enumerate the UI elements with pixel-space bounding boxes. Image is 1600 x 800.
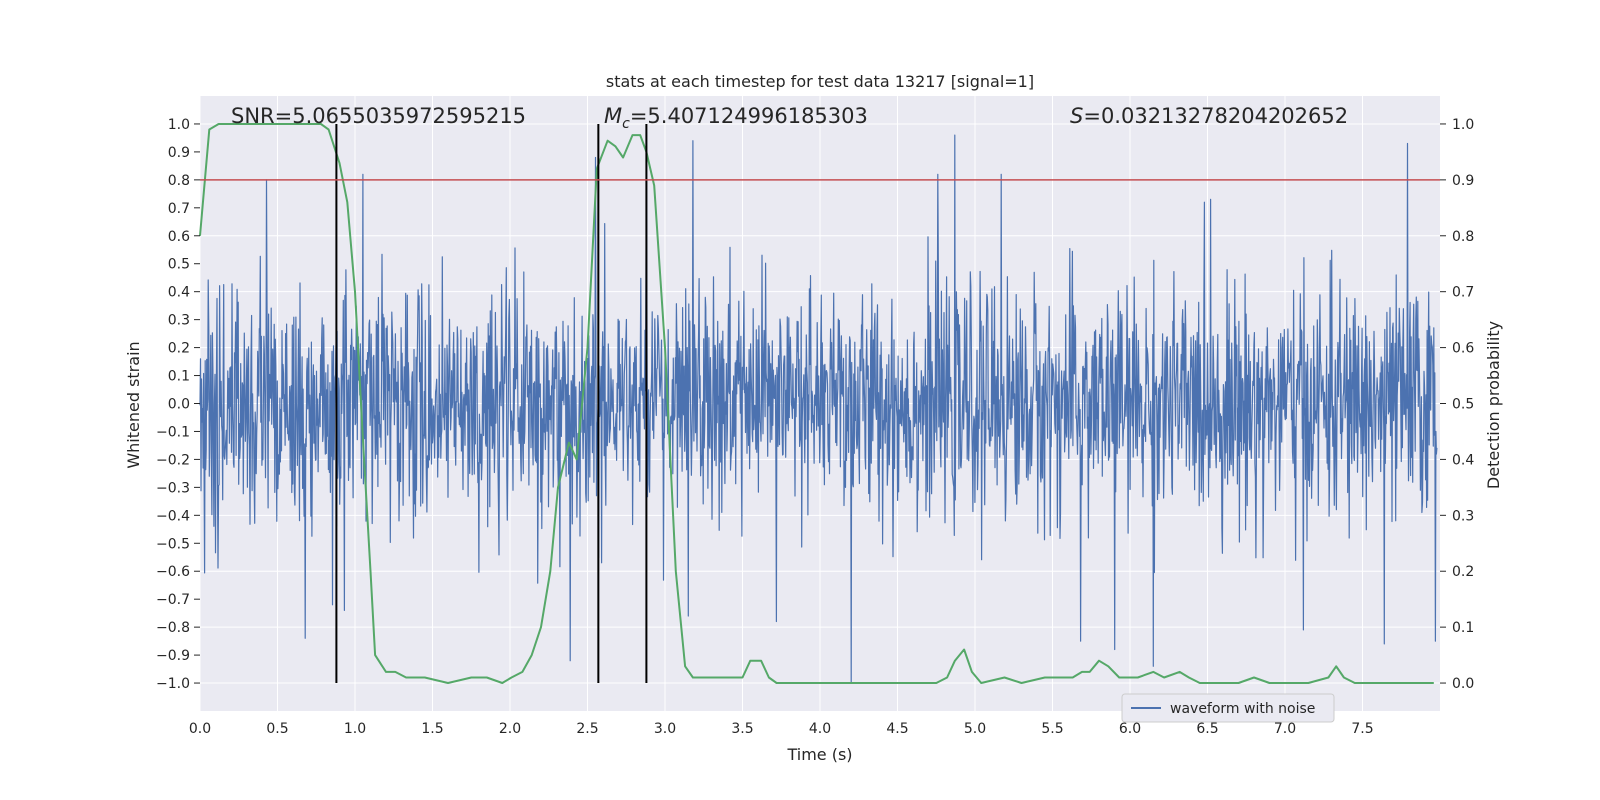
- y-left-tick-label: 0.1: [168, 369, 190, 385]
- y-left-tick-label: −1.0: [156, 676, 190, 692]
- y-left-tick-label: −0.3: [156, 480, 190, 496]
- y-left-tick-label: 0.4: [168, 285, 190, 301]
- legend-entry: waveform with noise: [1170, 701, 1315, 717]
- y-left-tick-label: −0.7: [156, 592, 190, 608]
- y-right-tick-label: 0.1: [1452, 620, 1474, 636]
- mc-symbol: M: [604, 104, 622, 128]
- y-right-tick-label: 0.5: [1452, 397, 1474, 413]
- s-symbol: S: [1070, 104, 1083, 128]
- y-axis-label-right: Detection probability: [1484, 321, 1503, 489]
- x-tick-label: 1.0: [344, 721, 366, 737]
- x-tick-label: 4.5: [886, 721, 908, 737]
- y-left-tick-label: 0.9: [168, 145, 190, 161]
- y-right-tick-label: 1.0: [1452, 117, 1474, 133]
- y-left-tick-label: 0.5: [168, 257, 190, 273]
- y-left-tick-label: 0.3: [168, 313, 190, 329]
- y-left-tick-label: 0.7: [168, 201, 190, 217]
- mc-value: =5.407124996185303: [630, 104, 868, 128]
- y-left-tick-label: 0.8: [168, 173, 190, 189]
- x-tick-label: 3.5: [731, 721, 753, 737]
- axes: 0.0 0.5 1.0 1.5 2.0 2.5 3.0 3.5 4.0 4.5 5.0 5.5 6.0 6…: [156, 117, 1474, 737]
- s-annotation: S=0.03213278204202652: [1070, 104, 1348, 128]
- x-axis-label: Time (s): [786, 745, 852, 764]
- x-tick-label: 5.0: [964, 721, 986, 737]
- x-tick-label: 3.0: [654, 721, 676, 737]
- x-tick-label: 4.0: [809, 721, 831, 737]
- waveform-line: [199, 131, 1438, 684]
- y-right-tick-label: 0.6: [1452, 341, 1474, 357]
- mc-subscript: c: [622, 116, 630, 132]
- y-axis-label-left: Whitened strain: [124, 341, 143, 468]
- x-tick-label: 7.5: [1351, 721, 1373, 737]
- x-tick-label: 0.0: [189, 721, 211, 737]
- s-value: =0.03213278204202652: [1083, 104, 1348, 128]
- y-right-tick-label: 0.4: [1452, 452, 1474, 468]
- chart-title: stats at each timestep for test data 132…: [606, 72, 1034, 91]
- y-right-tick-label: 0.2: [1452, 564, 1474, 580]
- y-left-tick-label: −0.8: [156, 620, 190, 636]
- x-tick-label: 2.0: [499, 721, 521, 737]
- y-left-tick-label: 0.6: [168, 229, 190, 245]
- y-right-tick-label: 0.3: [1452, 508, 1474, 524]
- x-tick-label: 6.5: [1196, 721, 1218, 737]
- y-right-tick-label: 0.8: [1452, 229, 1474, 245]
- x-tick-label: 0.5: [266, 721, 288, 737]
- snr-annotation: SNR=5.0655035972595215: [231, 104, 526, 128]
- y-left-tick-label: −0.5: [156, 536, 190, 552]
- y-left-tick-label: −0.1: [156, 424, 190, 440]
- y-left-tick-label: −0.2: [156, 452, 190, 468]
- y-right-tick-label: 0.9: [1452, 173, 1474, 189]
- y-left-tick-label: 1.0: [168, 117, 190, 133]
- y-left-tick-label: −0.4: [156, 508, 190, 524]
- probability-line: [199, 123, 1434, 684]
- x-tick-label: 1.5: [421, 721, 443, 737]
- waveform-series: [199, 131, 1438, 684]
- legend: waveform with noise: [1121, 693, 1335, 723]
- y-right-tick-label: 0.0: [1452, 676, 1474, 692]
- y-left-tick-label: 0.0: [168, 397, 190, 413]
- x-tick-label: 7.0: [1274, 721, 1296, 737]
- x-tick-label: 6.0: [1119, 721, 1141, 737]
- y-left-tick-label: −0.9: [156, 648, 190, 664]
- overlays: [200, 123, 1440, 684]
- probability-series: [199, 123, 1434, 684]
- mc-annotation: Mc=5.407124996185303: [604, 104, 868, 132]
- x-tick-label: 5.5: [1041, 721, 1063, 737]
- y-left-tick-label: −0.6: [156, 564, 190, 580]
- y-left-tick-label: 0.2: [168, 341, 190, 357]
- y-right-tick-label: 0.7: [1452, 285, 1474, 301]
- x-tick-label: 2.5: [576, 721, 598, 737]
- legend-box: [1121, 693, 1335, 723]
